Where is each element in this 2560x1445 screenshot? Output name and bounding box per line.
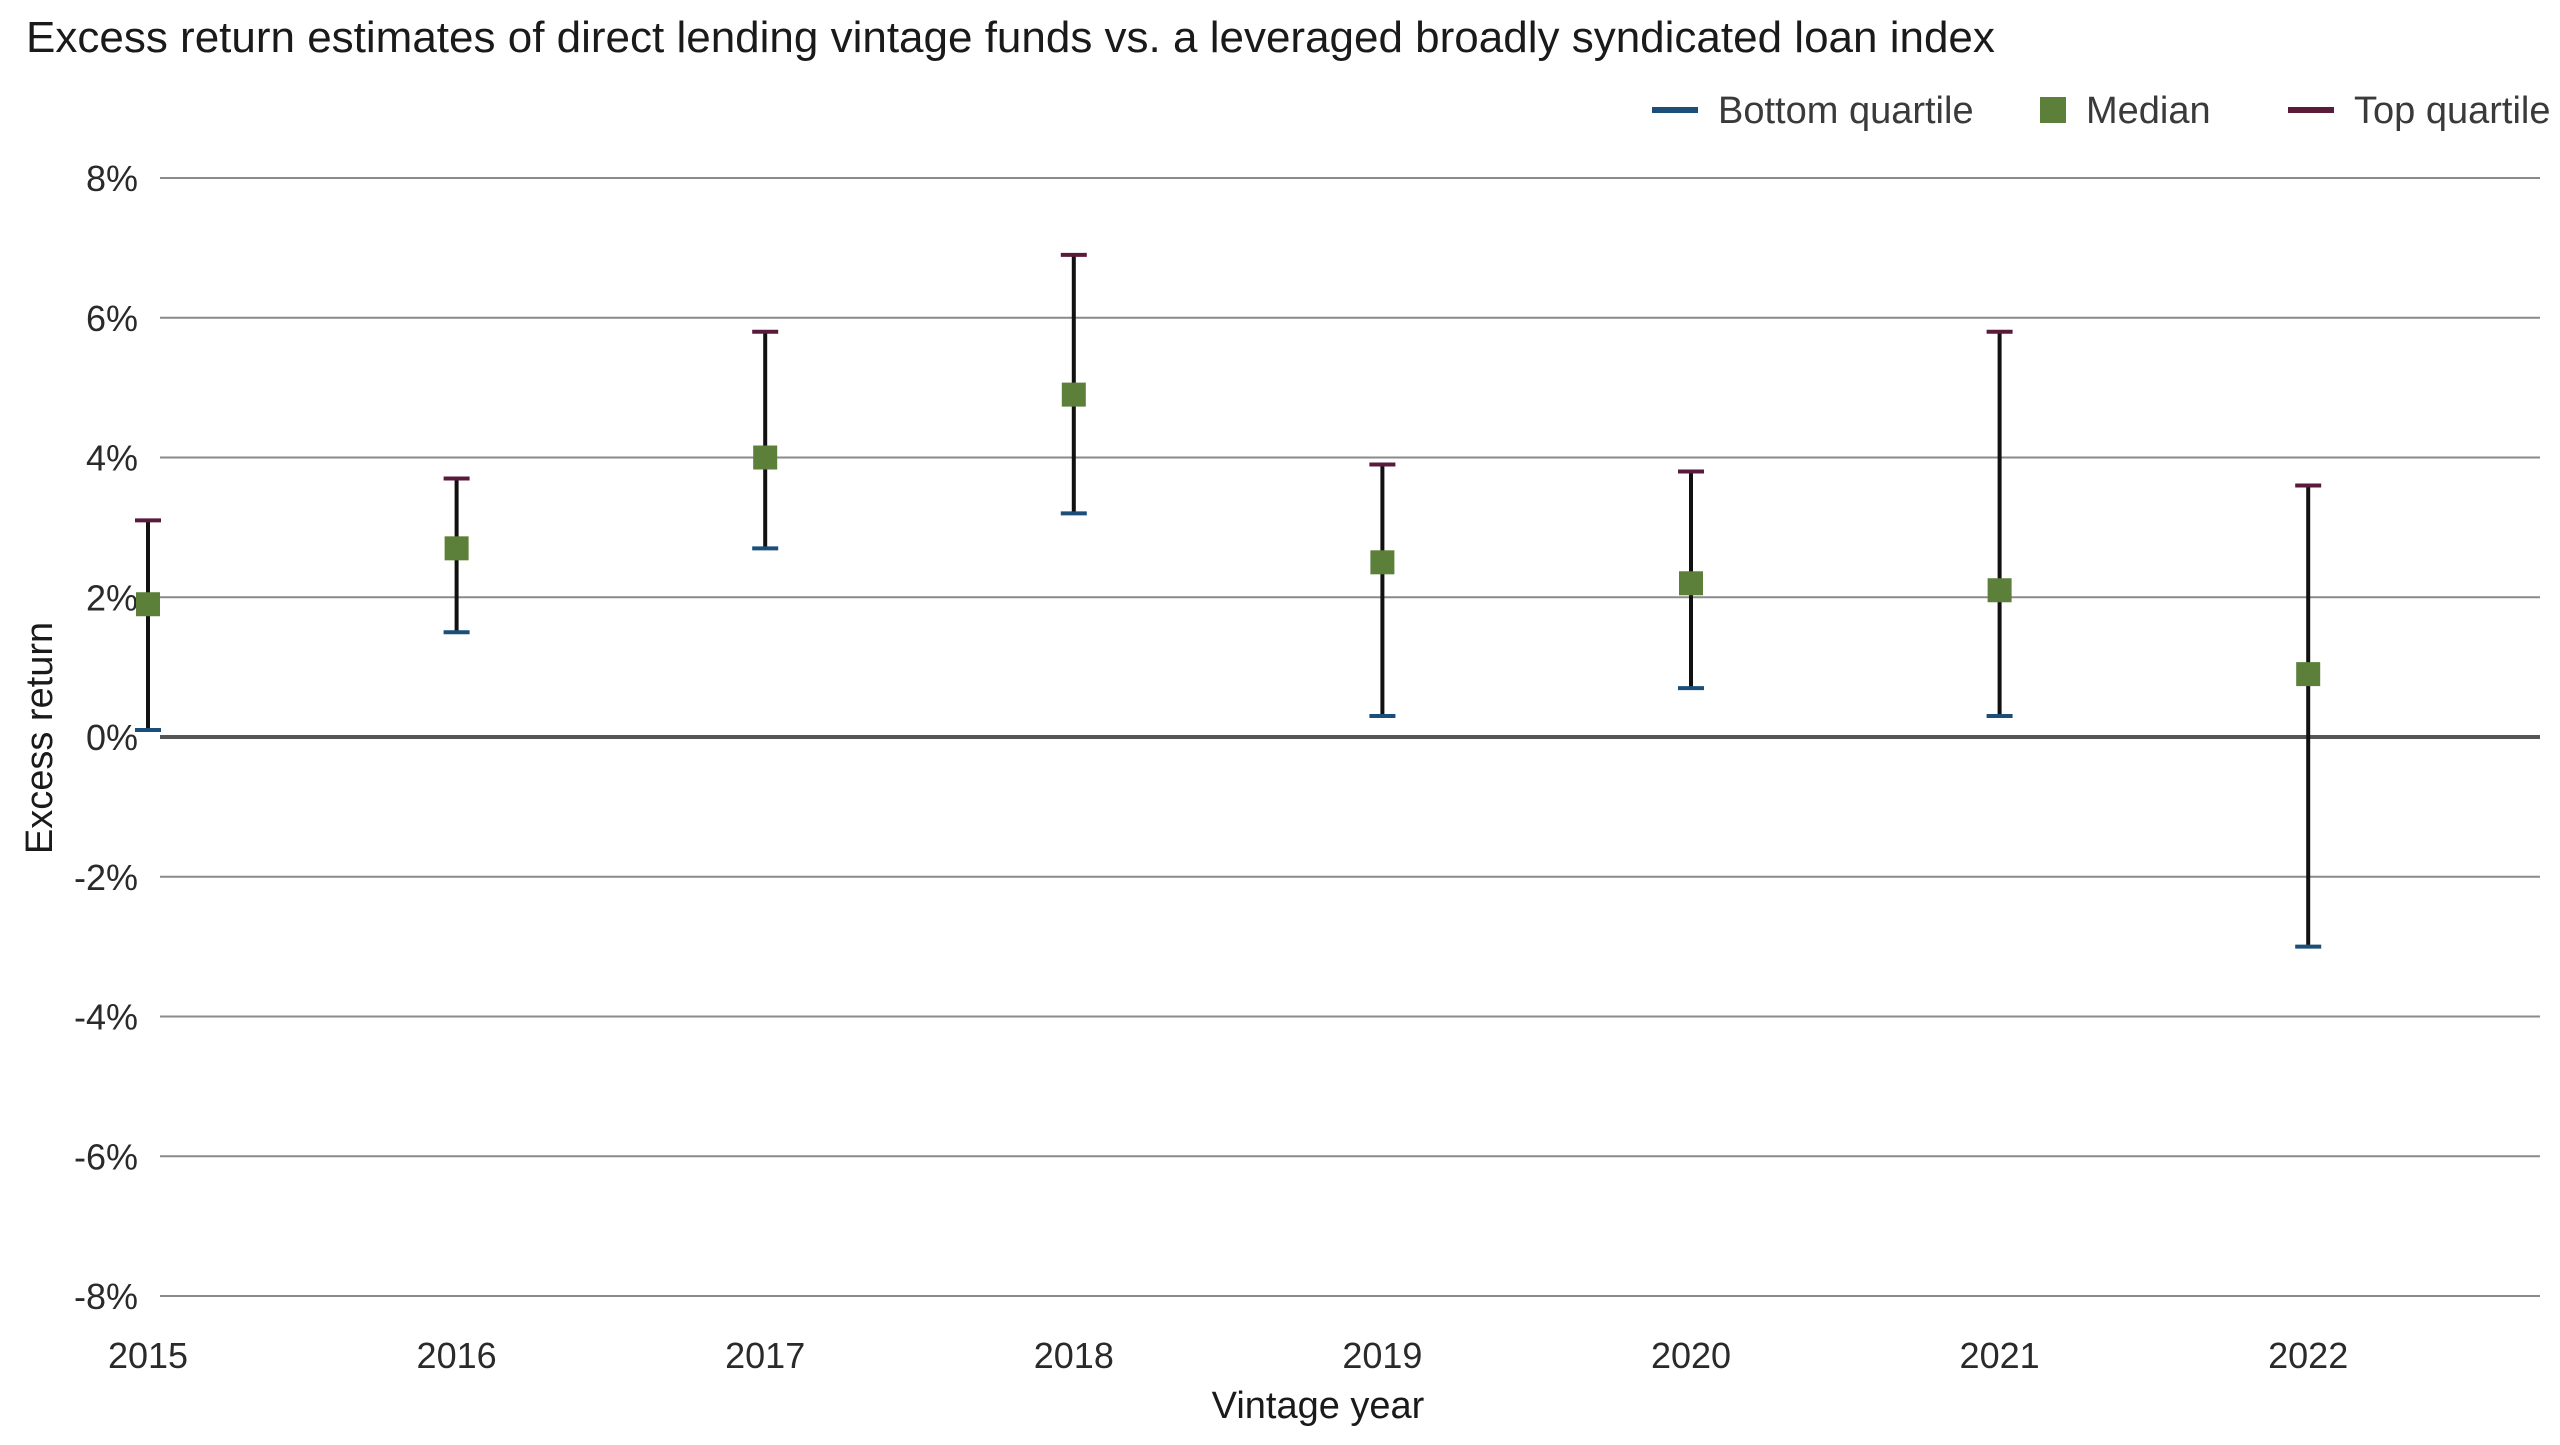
x-tick-label: 2015 <box>108 1335 188 1376</box>
median-point <box>444 536 469 561</box>
x-tick-label: 2021 <box>1960 1335 2040 1376</box>
median-point <box>1679 571 1703 596</box>
y-tick-label: 0% <box>86 717 138 758</box>
x-axis-title: Vintage year <box>1212 1385 1425 1427</box>
chart-title: Excess return estimates of direct lendin… <box>26 13 1995 62</box>
chart-marks <box>135 252 2322 949</box>
y-tick-label: -8% <box>74 1276 138 1317</box>
median-point <box>2296 662 2321 687</box>
legend-bottom-quartile: Bottom quartile <box>1652 90 1974 132</box>
gridlines <box>160 177 2540 1297</box>
y-tick-label: 4% <box>86 438 138 479</box>
legend: Bottom quartile Median Top quartile <box>1652 90 2550 132</box>
legend-label: Bottom quartile <box>1718 90 1974 132</box>
legend-top-quartile: Top quartile <box>2288 90 2550 132</box>
y-tick-label: -4% <box>74 997 138 1038</box>
x-tick-label: 2016 <box>417 1335 497 1376</box>
x-tick-label: 2019 <box>1342 1335 1422 1376</box>
y-tick-label: -6% <box>74 1136 138 1177</box>
legend-label: Top quartile <box>2354 90 2550 132</box>
y-tick-label: -2% <box>74 857 138 898</box>
x-tick-label: 2018 <box>1034 1335 1114 1376</box>
median-point <box>1987 578 2012 603</box>
x-tick-label: 2017 <box>725 1335 805 1376</box>
median-point <box>1061 382 1086 407</box>
y-tick-label: 6% <box>86 298 138 339</box>
x-tick-label: 2022 <box>2268 1335 2348 1376</box>
median-point <box>1370 550 1395 575</box>
legend-swatch <box>2040 97 2066 123</box>
x-axis-ticks: 2015 2016 2017 2018 2019 2020 2021 2022 <box>108 1335 2348 1376</box>
y-tick-label: 2% <box>86 577 138 618</box>
y-axis-ticks: 8% 6% 4% 2% 0% -2% -4% -6% -8% <box>74 158 138 1317</box>
legend-median: Median <box>2040 90 2211 132</box>
legend-label: Median <box>2086 90 2211 132</box>
median-point <box>136 592 160 617</box>
median-point <box>753 445 778 470</box>
y-tick-label: 8% <box>86 158 138 199</box>
x-tick-label: 2020 <box>1651 1335 1731 1376</box>
y-axis-title: Excess return <box>19 622 61 854</box>
